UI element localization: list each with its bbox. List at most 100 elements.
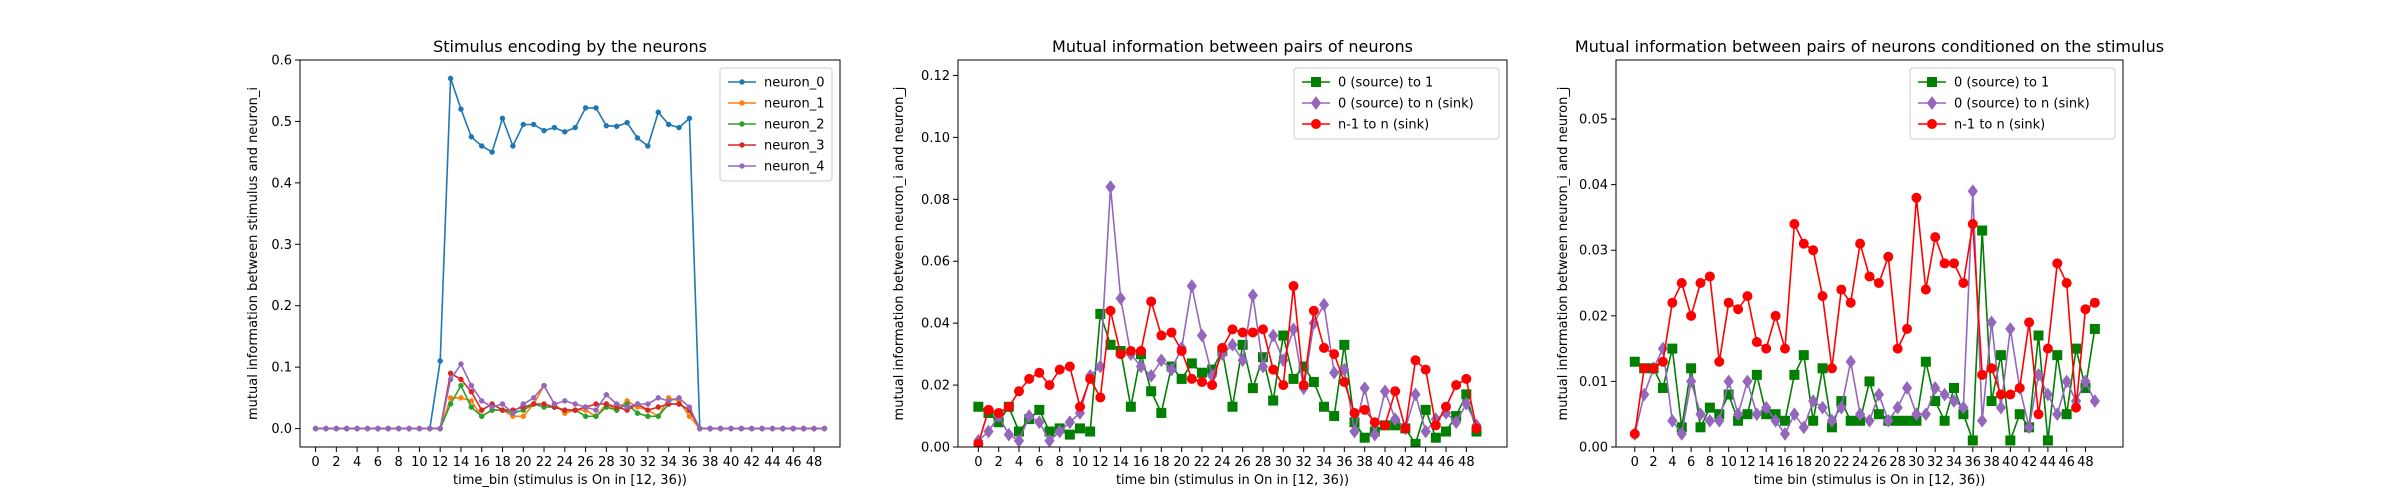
- data-point: [1156, 407, 1167, 418]
- legend-label: 0 (source) to 1: [1954, 76, 2049, 91]
- data-point: [697, 425, 703, 432]
- data-point: [973, 401, 984, 412]
- y-tick-label: 0.05: [1579, 113, 1608, 128]
- data-point: [738, 425, 745, 432]
- x-tick-label: 10: [1720, 455, 1737, 470]
- x-tick-label: 44: [1417, 455, 1434, 470]
- data-point: [1742, 291, 1753, 302]
- data-point: [541, 127, 547, 134]
- data-point: [1197, 367, 1207, 378]
- data-point: [551, 401, 558, 407]
- data-point: [1911, 407, 1922, 422]
- data-point: [1369, 427, 1380, 442]
- x-tick-label: 44: [2040, 455, 2057, 470]
- data-point: [1176, 346, 1187, 357]
- data-point: [1826, 363, 1837, 374]
- data-point: [1836, 400, 1847, 415]
- data-point: [1892, 415, 1903, 426]
- data-point: [1095, 359, 1106, 374]
- data-point: [1125, 401, 1136, 412]
- data-point: [1095, 308, 1106, 319]
- data-point: [1064, 361, 1075, 372]
- x-tick-label: 2: [995, 455, 1003, 470]
- data-point: [1054, 364, 1065, 375]
- data-point: [1186, 373, 1197, 384]
- axes-frame: [1615, 59, 2124, 448]
- legend-label: 0 (source) to n (sink): [1954, 97, 2090, 112]
- data-point: [1288, 281, 1299, 292]
- legend-label: 0 (source) to n (sink): [1338, 97, 1474, 112]
- data-point: [1136, 346, 1146, 357]
- data-point: [582, 404, 589, 410]
- data-point: [1977, 413, 1988, 428]
- data-point: [2023, 420, 2035, 435]
- data-point: [2061, 374, 2072, 389]
- data-point: [1013, 433, 1025, 447]
- data-point: [1864, 271, 1875, 282]
- data-point: [1288, 322, 1299, 337]
- data-point: [676, 124, 682, 131]
- data-point: [645, 143, 651, 149]
- data-point: [1770, 310, 1781, 321]
- data-point: [1695, 422, 1706, 433]
- data-point: [1854, 407, 1866, 422]
- data-point: [520, 401, 527, 407]
- data-point: [1339, 376, 1350, 387]
- data-point: [1461, 373, 1472, 384]
- data-point: [1034, 404, 1045, 415]
- x-tick-label: 16: [1777, 455, 1794, 470]
- y-tick-label: 0.02: [921, 379, 950, 394]
- data-point: [1949, 258, 1959, 269]
- legend-label: neuron_0: [764, 76, 825, 91]
- data-point: [1014, 386, 1024, 397]
- x-tick-label: 6: [1687, 455, 1695, 470]
- data-point: [1308, 376, 1319, 387]
- data-point: [1329, 411, 1340, 422]
- data-point: [1237, 339, 1248, 350]
- data-point: [468, 404, 475, 410]
- data-point: [1836, 284, 1847, 295]
- data-point: [1949, 382, 1959, 393]
- data-point: [603, 392, 610, 398]
- data-point: [1798, 350, 1809, 361]
- data-point: [1714, 356, 1725, 367]
- x-tick-label: 30: [1275, 455, 1292, 470]
- x-tick-label: 28: [598, 455, 615, 470]
- y-tick-label: 0.03: [1579, 244, 1608, 259]
- data-point: [1237, 353, 1248, 368]
- plot-area: [1629, 184, 2100, 446]
- x-tick-label: 22: [536, 455, 553, 470]
- legend-item: neuron_0: [728, 76, 825, 91]
- data-point: [458, 382, 464, 389]
- data-point: [499, 115, 506, 122]
- data-point: [1798, 420, 1809, 435]
- data-point: [2005, 389, 2016, 400]
- data-point: [2061, 409, 2072, 420]
- x-tick-label: 10: [1072, 455, 1089, 470]
- data-point: [1237, 327, 1248, 338]
- data-point: [2033, 368, 2044, 382]
- axes-frame: [957, 59, 1508, 448]
- data-point: [645, 407, 651, 413]
- data-point: [2080, 374, 2091, 389]
- data-point: [1685, 374, 1697, 389]
- data-point: [1704, 413, 1716, 428]
- x-tick-label: 20: [1814, 455, 1831, 470]
- x-tick-label: 0: [1631, 455, 1639, 470]
- data-point: [572, 124, 578, 131]
- data-point: [1400, 423, 1411, 434]
- series-line: [315, 372, 825, 430]
- data-point: [1967, 184, 1978, 199]
- data-point: [1359, 432, 1370, 443]
- data-point: [1723, 297, 1734, 308]
- y-tick-label: 0.04: [1579, 178, 1608, 193]
- legend-marker: [1311, 77, 1321, 87]
- data-point: [2014, 409, 2025, 420]
- legend-item: neuron_3: [728, 139, 825, 154]
- data-point: [1024, 373, 1035, 384]
- data-point: [1156, 330, 1167, 341]
- data-point: [1920, 356, 1931, 367]
- data-point: [593, 407, 599, 413]
- x-axis-label: time bin (stimulus is On in [12, 36)): [1754, 473, 1986, 488]
- data-point: [2071, 343, 2082, 354]
